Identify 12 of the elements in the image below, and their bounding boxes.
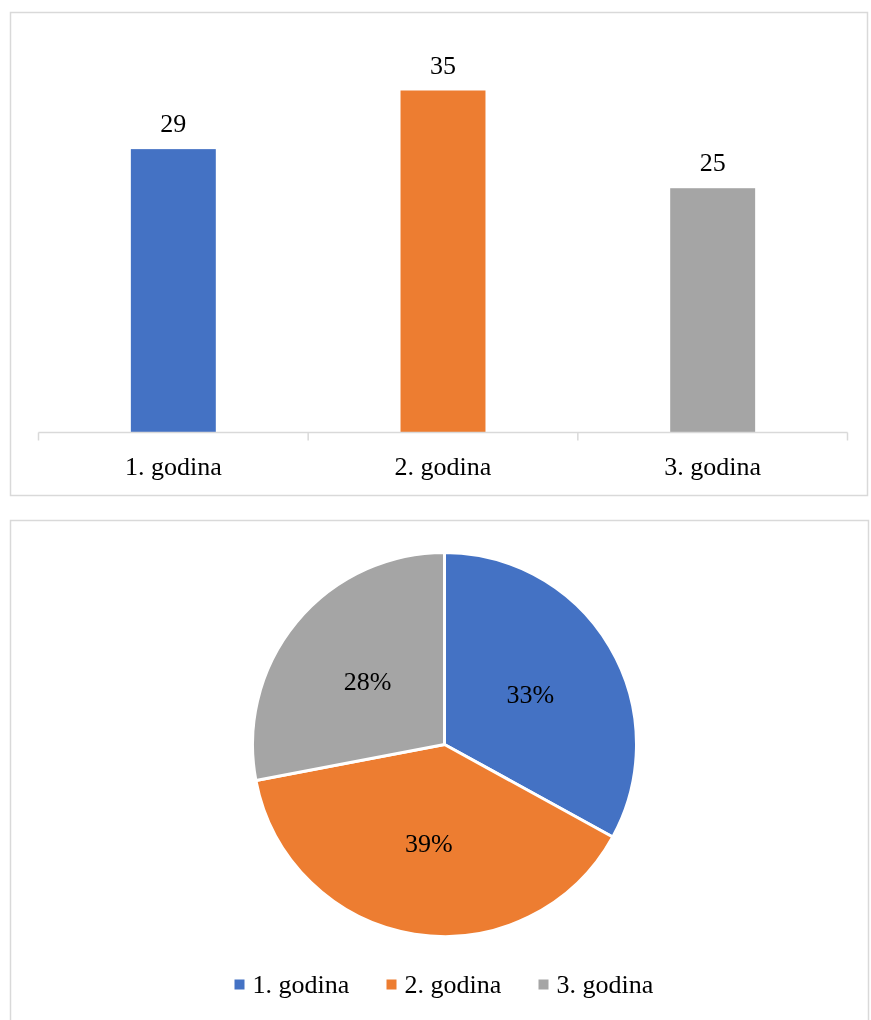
x-tick-label: 3. godina: [664, 451, 762, 481]
data-label: 28%: [343, 666, 392, 696]
x-tick-label: 1. godina: [124, 451, 223, 481]
data-label: 39%: [405, 829, 453, 859]
legend-label: 1. godina: [252, 969, 350, 999]
data-label: 33%: [506, 679, 555, 709]
x-tick-label: 2. godina: [394, 451, 492, 481]
data-label: 35: [430, 50, 456, 80]
data-label: 29: [160, 109, 187, 139]
data-label: 25: [699, 148, 726, 178]
legend-label: 3. godina: [556, 969, 654, 999]
legend-label: 2. godina: [404, 969, 502, 999]
